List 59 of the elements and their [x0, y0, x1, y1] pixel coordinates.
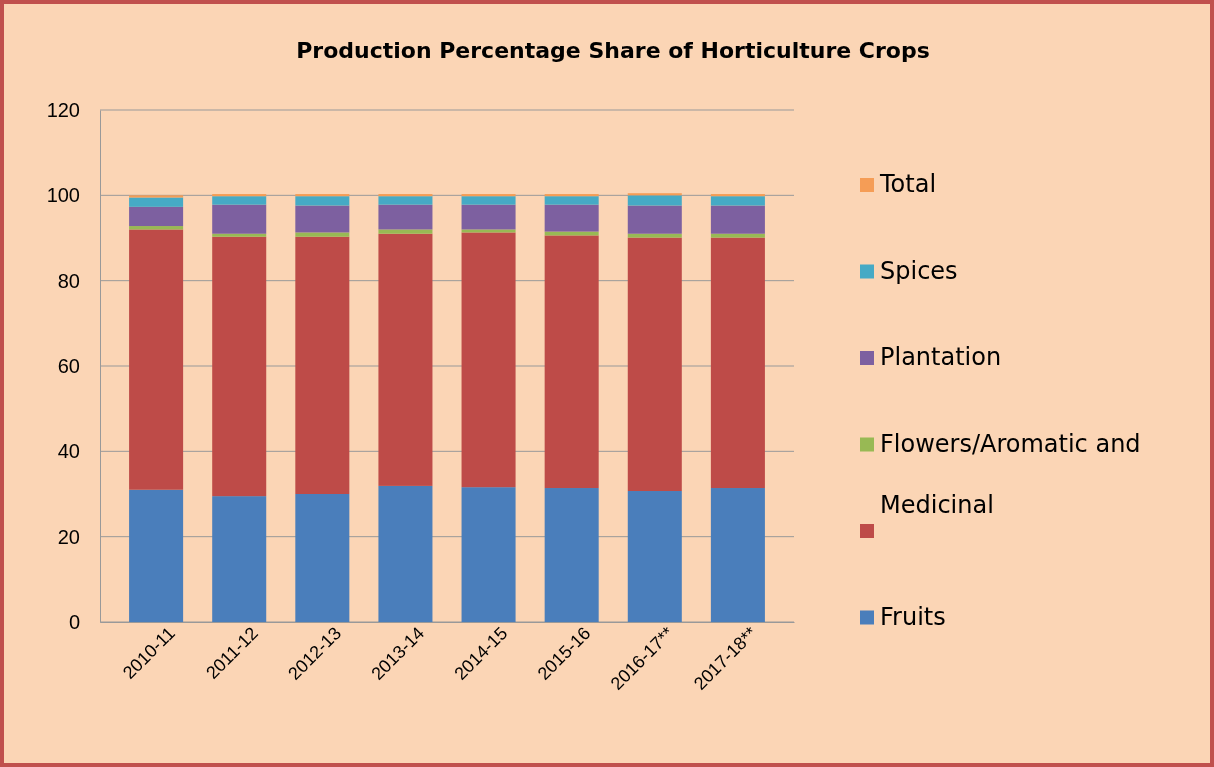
bar [710, 205, 765, 234]
y-tick-label: 0 [68, 610, 80, 633]
chart-title: Production Percentage Share of Horticulture Crops [296, 38, 930, 63]
bar [295, 232, 350, 237]
bar [461, 204, 516, 230]
bar [544, 204, 599, 232]
bar [212, 194, 267, 197]
bar [129, 206, 184, 227]
bar [544, 235, 599, 489]
legend-label: Fruits [880, 602, 946, 631]
bar [461, 196, 516, 205]
bar [710, 237, 765, 489]
bar [378, 194, 433, 197]
bar [461, 487, 516, 622]
bar [544, 488, 599, 622]
bar [212, 496, 267, 622]
bar [544, 196, 599, 205]
bar [295, 236, 350, 494]
bar [129, 195, 184, 198]
bar [461, 194, 516, 197]
bar [378, 233, 433, 486]
bar [129, 197, 184, 207]
bar [627, 233, 682, 238]
bar [627, 491, 682, 622]
bar [627, 195, 682, 206]
bar [295, 196, 350, 206]
bar [295, 194, 350, 197]
bar [378, 485, 433, 622]
y-tick-label: 120 [46, 98, 80, 121]
y-tick-label: 40 [57, 440, 80, 463]
bar [378, 229, 433, 234]
bar [129, 489, 184, 622]
bar [212, 236, 267, 497]
bar [710, 488, 765, 622]
bar [710, 196, 765, 206]
bar [627, 205, 682, 234]
legend-label: Spices [880, 256, 958, 285]
bar [129, 229, 184, 490]
legend-label: Plantation [880, 343, 1002, 371]
bar [212, 196, 267, 205]
bar [378, 204, 433, 230]
bar [544, 194, 599, 197]
bar [378, 196, 433, 205]
bar [295, 205, 350, 233]
bar [212, 204, 267, 234]
bar [627, 193, 682, 196]
bar [212, 233, 267, 237]
bar [710, 194, 765, 197]
legend-label: Total [879, 170, 937, 198]
text: Flowers/Aromatic and Medicinal [880, 429, 1141, 519]
bar [627, 237, 682, 492]
bar [710, 233, 765, 238]
y-tick-label: 100 [46, 184, 80, 207]
y-tick-label: 20 [57, 525, 80, 548]
bar [461, 229, 516, 233]
bar [295, 494, 350, 622]
bar [461, 232, 516, 488]
y-tick-label: 60 [57, 354, 80, 377]
y-tick-label: 80 [57, 269, 80, 292]
